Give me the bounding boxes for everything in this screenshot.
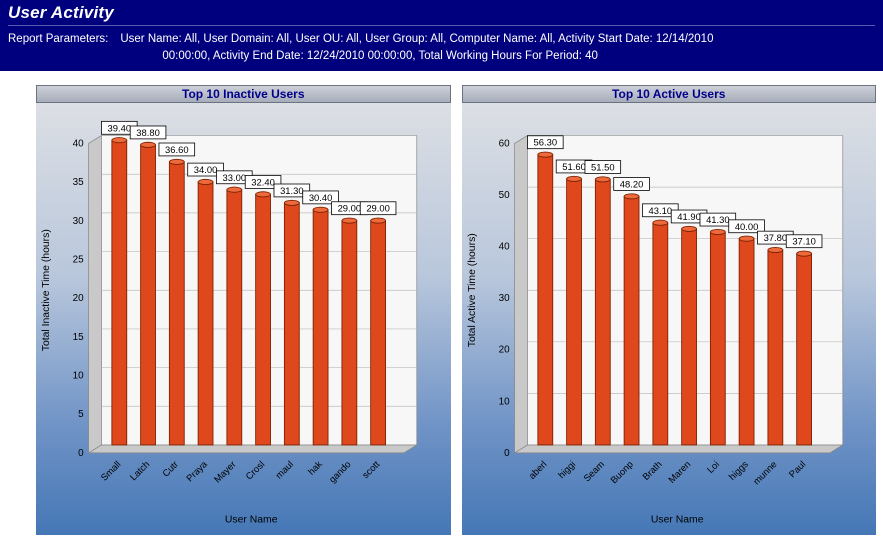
- svg-text:43.10: 43.10: [648, 205, 672, 216]
- chart-title-active-users: Top 10 Active Users: [461, 85, 876, 103]
- svg-text:37.10: 37.10: [792, 236, 816, 247]
- svg-text:User Name: User Name: [225, 514, 278, 525]
- svg-text:30.40: 30.40: [309, 192, 333, 203]
- active-users-bar-chart: 0 10 20 30 40 50 60 56.30 51.60 51.50 48.20 43.10 41…: [466, 134, 844, 525]
- svg-text:41.90: 41.90: [677, 211, 701, 222]
- svg-text:35: 35: [73, 177, 85, 188]
- svg-text:51.60: 51.60: [562, 161, 586, 172]
- report-parameters-text: User Name: All, User Domain: All, User O…: [120, 31, 713, 66]
- svg-text:38.80: 38.80: [136, 127, 160, 138]
- svg-text:32.40: 32.40: [251, 176, 275, 187]
- svg-text:48.20: 48.20: [619, 178, 643, 189]
- report-title: User Activity: [8, 3, 875, 26]
- report-parameters-line-1: User Name: All, User Domain: All, User O…: [120, 33, 714, 45]
- svg-text:Latch: Latch: [127, 458, 151, 482]
- svg-text:10: 10: [498, 396, 510, 407]
- svg-text:maul: maul: [273, 458, 295, 480]
- svg-text:hak: hak: [305, 458, 324, 477]
- svg-text:41.30: 41.30: [706, 214, 730, 225]
- inactive-users-bar-chart: 0 5 10 15 20 25 30 35 40 39.40 38.80 36.60 34.00 33.0…: [41, 120, 419, 525]
- svg-text:33.00: 33.00: [223, 172, 247, 183]
- svg-text:Total Inactive Time (hours): Total Inactive Time (hours): [41, 229, 52, 351]
- chart-title-inactive-users: Top 10 Inactive Users: [36, 85, 451, 103]
- svg-text:10: 10: [73, 370, 85, 381]
- svg-text:36.60: 36.60: [165, 144, 189, 155]
- report-parameters-line-2: 00:00:00, Activity End Date: 12/24/2010 …: [162, 50, 598, 63]
- report-header: User Activity Report Parameters: User Na…: [0, 0, 883, 71]
- charts-row: Top 10 Inactive Users 0 5 10 15 20 25 30 35 40 39…: [0, 71, 883, 535]
- svg-text:51.50: 51.50: [591, 161, 615, 172]
- svg-text:15: 15: [73, 332, 85, 343]
- svg-text:37.80: 37.80: [763, 232, 787, 243]
- svg-text:40.00: 40.00: [734, 221, 758, 232]
- svg-text:Loi: Loi: [704, 458, 721, 475]
- svg-text:0: 0: [504, 448, 510, 459]
- report-parameters: Report Parameters: User Name: All, User …: [8, 31, 875, 66]
- report-parameters-label: Report Parameters:: [8, 33, 109, 45]
- svg-text:56.30: 56.30: [533, 137, 557, 148]
- svg-text:scott: scott: [360, 458, 382, 480]
- chart-panel-active-users: Top 10 Active Users 0 10 20 30 40 50 60 56.30 51…: [461, 85, 876, 535]
- svg-text:higgs: higgs: [726, 458, 750, 482]
- svg-text:Crosl: Crosl: [243, 458, 266, 481]
- svg-text:60: 60: [498, 138, 510, 149]
- svg-text:5: 5: [78, 409, 84, 420]
- svg-text:Paul: Paul: [786, 458, 807, 479]
- svg-text:gando: gando: [326, 458, 352, 484]
- svg-text:39.40: 39.40: [108, 122, 132, 133]
- svg-text:Small: Small: [98, 458, 122, 482]
- svg-text:Seam: Seam: [581, 458, 606, 483]
- svg-text:higgi: higgi: [555, 458, 577, 480]
- svg-text:Praya: Praya: [184, 458, 210, 484]
- svg-text:29.00: 29.00: [338, 203, 362, 214]
- chart-body-active-users: 0 10 20 30 40 50 60 56.30 51.60 51.50 48.20 43.10 41…: [461, 103, 876, 535]
- svg-text:20: 20: [498, 345, 510, 356]
- svg-text:Maren: Maren: [665, 458, 692, 485]
- svg-text:Buonp: Buonp: [607, 458, 634, 485]
- svg-text:50: 50: [498, 190, 510, 201]
- svg-text:aberl: aberl: [526, 458, 549, 481]
- svg-text:25: 25: [73, 254, 85, 265]
- chart-panel-inactive-users: Top 10 Inactive Users 0 5 10 15 20 25 30 35 40 39…: [36, 85, 451, 535]
- svg-text:30: 30: [498, 293, 510, 304]
- chart-body-inactive-users: 0 5 10 15 20 25 30 35 40 39.40 38.80 36.60 34.00 33.0…: [36, 103, 451, 535]
- svg-text:40: 40: [73, 138, 85, 149]
- svg-text:30: 30: [73, 216, 85, 227]
- svg-text:User Name: User Name: [650, 514, 703, 525]
- svg-text:Brath: Brath: [640, 458, 664, 482]
- svg-text:munne: munne: [750, 458, 778, 486]
- svg-text:Cutr: Cutr: [160, 458, 180, 478]
- svg-text:Mayer: Mayer: [211, 458, 237, 484]
- svg-text:29.00: 29.00: [366, 203, 390, 214]
- svg-text:Total Active Time (hours): Total Active Time (hours): [466, 233, 477, 347]
- svg-text:40: 40: [498, 242, 510, 253]
- svg-text:31.30: 31.30: [280, 185, 304, 196]
- svg-text:20: 20: [73, 293, 85, 304]
- svg-text:34.00: 34.00: [194, 164, 218, 175]
- svg-text:0: 0: [78, 448, 84, 459]
